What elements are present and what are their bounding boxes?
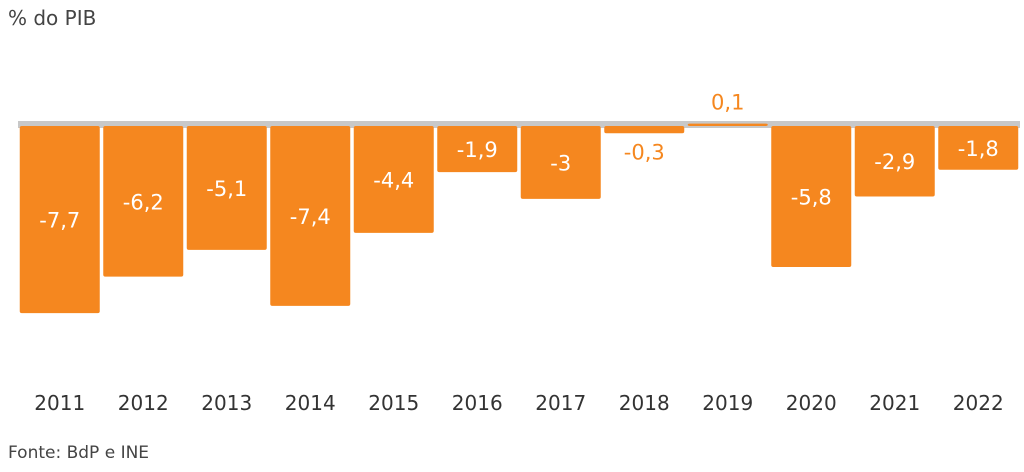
value-label-2017: -3 — [550, 151, 571, 175]
x-tick-labels-group: 2011 2012 2013 2014 2015 2016 2017 2018 2019 2020… — [34, 391, 1003, 415]
x-tick-label-2012: 2012 — [118, 391, 169, 415]
x-tick-label-2014: 2014 — [285, 391, 336, 415]
x-tick-label-2016: 2016 — [452, 391, 503, 415]
value-label-2020: -5,8 — [791, 185, 832, 209]
value-label-2012: -6,2 — [123, 190, 164, 214]
x-tick-label-2017: 2017 — [535, 391, 586, 415]
x-tick-label-2011: 2011 — [34, 391, 85, 415]
x-tick-label-2018: 2018 — [619, 391, 670, 415]
bar-2011 — [19, 126, 100, 314]
x-tick-label-2022: 2022 — [953, 391, 1004, 415]
x-tick-label-2015: 2015 — [368, 391, 419, 415]
source-note: Fonte: BdP e INE — [8, 443, 150, 463]
bar-2018 — [604, 126, 685, 134]
bar-2020 — [771, 126, 852, 267]
bar-2022 — [938, 126, 1019, 170]
bar-2017 — [520, 126, 601, 199]
x-tick-label-2013: 2013 — [201, 391, 252, 415]
value-label-2019: 0,1 — [711, 91, 744, 115]
bar-2016 — [437, 126, 518, 173]
value-labels-group: -7,7 -6,2 -5,1 -7,4 -4,4 -1,9 -3 -0,3 0,1 -5,8 -2,… — [39, 91, 998, 233]
value-label-2011: -7,7 — [39, 209, 80, 233]
bar-2012 — [103, 126, 184, 277]
bar-2014 — [270, 126, 351, 306]
bar-2021 — [854, 126, 935, 197]
x-tick-label-2021: 2021 — [869, 391, 920, 415]
value-label-2021: -2,9 — [874, 150, 915, 174]
zero-baseline — [18, 121, 1020, 128]
bars-group — [19, 123, 1019, 314]
value-label-2015: -4,4 — [373, 168, 414, 192]
x-tick-label-2019: 2019 — [702, 391, 753, 415]
x-tick-label-2020: 2020 — [786, 391, 837, 415]
value-label-2018: -0,3 — [624, 140, 665, 164]
bar-2015 — [353, 126, 434, 233]
value-label-2022: -1,8 — [958, 137, 999, 161]
value-label-2013: -5,1 — [206, 177, 247, 201]
unit-label: % do PIB — [8, 6, 97, 30]
value-label-2014: -7,4 — [290, 205, 331, 229]
bar-2019 — [687, 123, 768, 126]
value-label-2016: -1,9 — [457, 138, 498, 162]
bar-2013 — [186, 126, 267, 250]
